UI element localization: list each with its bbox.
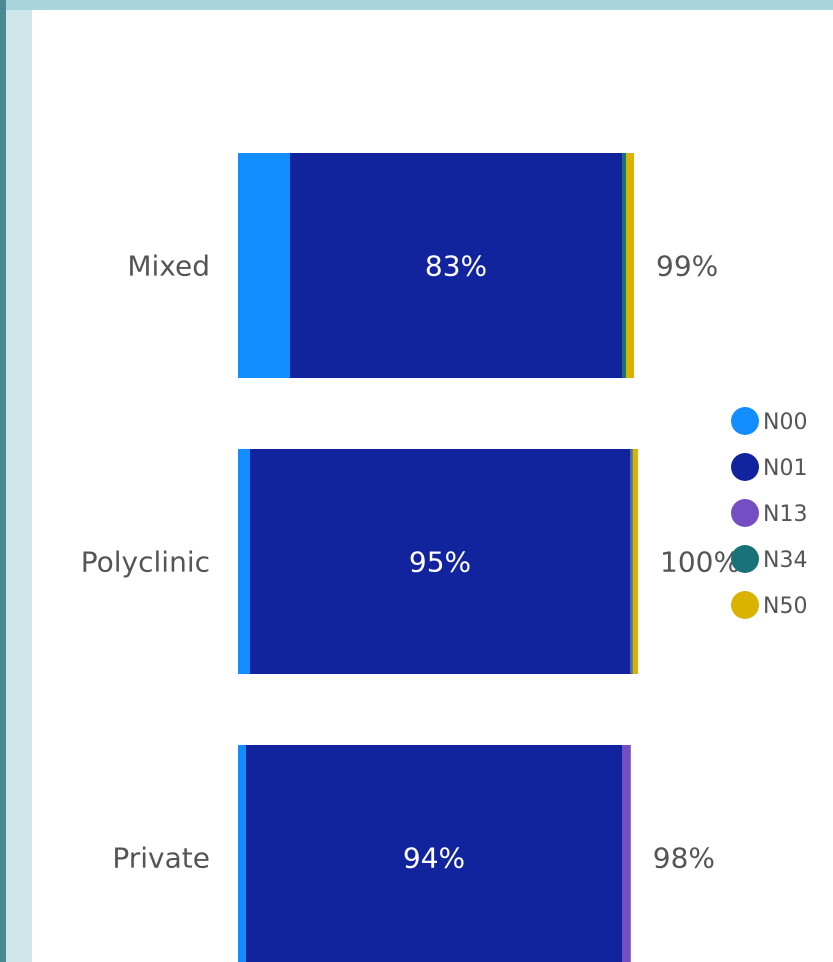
legend-label-n34: N34 — [763, 548, 807, 573]
bar-segment-n00-mixed[interactable] — [238, 153, 290, 378]
total-label-polyclinic: 100% — [660, 546, 740, 579]
bar-segment-n01-polyclinic[interactable] — [250, 449, 630, 674]
category-label-mixed: Mixed — [127, 250, 210, 283]
legend-label-n13: N13 — [763, 502, 807, 527]
bar-segment-n13-polyclinic[interactable] — [630, 449, 632, 674]
category-label-private: Private — [112, 842, 210, 875]
legend-label-n00: N00 — [763, 410, 807, 435]
legend-marker-n50 — [731, 591, 759, 619]
legend-marker-n01 — [731, 453, 759, 481]
bar-segment-n50-polyclinic[interactable] — [632, 449, 638, 674]
total-label-private: 98% — [653, 842, 715, 875]
legend-label-n01: N01 — [763, 456, 807, 481]
legend-marker-n00 — [731, 407, 759, 435]
left-rail — [0, 0, 6, 962]
data-label-private: 94% — [403, 842, 465, 875]
bar-segment-n01-private[interactable] — [246, 745, 622, 962]
bar-segment-n13-private[interactable] — [622, 745, 631, 962]
data-label-mixed: 83% — [425, 250, 487, 283]
legend-marker-n13 — [731, 499, 759, 527]
legend-marker-n34 — [731, 545, 759, 573]
data-label-polyclinic: 95% — [409, 546, 471, 579]
legend-label-n50: N50 — [763, 594, 807, 619]
category-label-polyclinic: Polyclinic — [81, 546, 210, 579]
total-label-mixed: 99% — [656, 250, 718, 283]
bar-segment-n34-mixed[interactable] — [622, 153, 626, 378]
header-band — [0, 0, 833, 10]
bar-segment-n00-private[interactable] — [238, 745, 246, 962]
bar-segment-n50-mixed[interactable] — [626, 153, 634, 378]
bar-segment-n34-polyclinic[interactable] — [631, 449, 633, 674]
bar-segment-n00-polyclinic[interactable] — [238, 449, 250, 674]
bar-segment-n01-mixed[interactable] — [290, 153, 622, 378]
